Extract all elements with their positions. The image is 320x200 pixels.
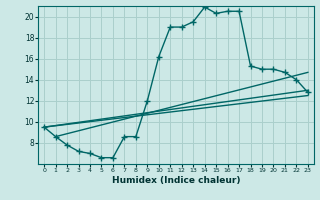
X-axis label: Humidex (Indice chaleur): Humidex (Indice chaleur) xyxy=(112,176,240,185)
